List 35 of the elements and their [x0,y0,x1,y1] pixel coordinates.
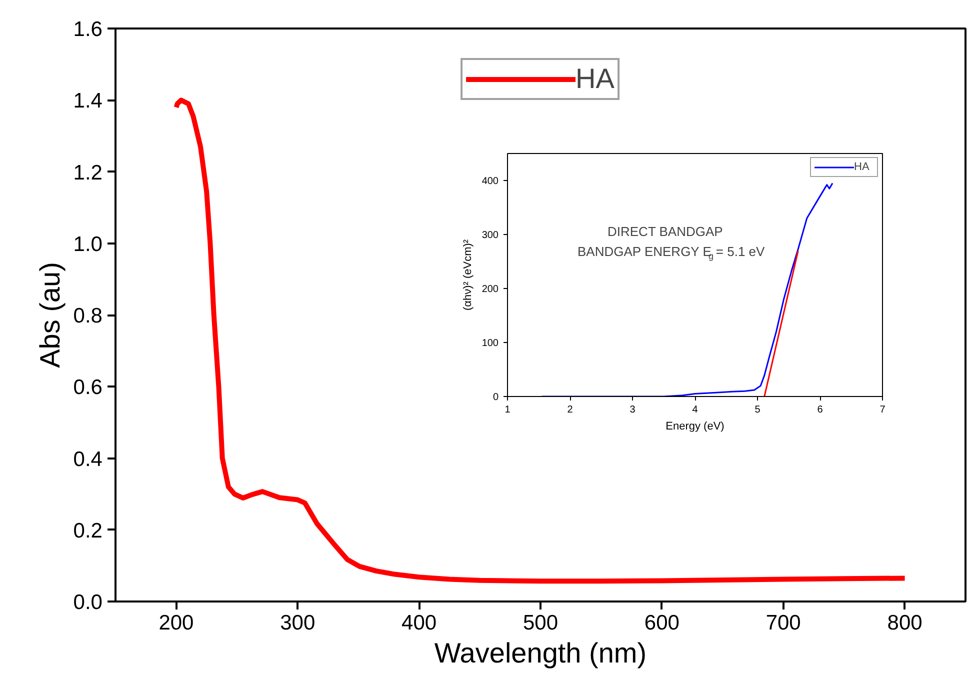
x-tick-label: 400 [402,612,437,634]
y-tick-label: 0.6 [73,376,103,400]
y-axis-title: (αhν)² (eVcm)² [462,239,474,311]
x-axis-title: Wavelength (nm) [434,638,647,668]
x-tick-label: 6 [817,404,824,416]
y-tick-label: 1.2 [73,161,103,184]
x-tick-label: 5 [754,404,761,416]
x-tick-label: 3 [630,404,636,416]
x-tick-label: 600 [644,612,680,634]
x-tick-label: 500 [522,612,558,634]
y-tick-label: 0.0 [73,591,103,614]
x-axis-title: Energy (eV) [666,420,724,432]
y-tick-label: 1.0 [73,232,103,256]
y-tick-label: 1.4 [73,90,103,113]
legend-label: HA [854,161,870,173]
x-tick-label: 700 [766,612,801,634]
y-tick-label: 300 [482,230,499,241]
x-tick-label: 200 [158,612,194,634]
x-tick-label: 4 [692,404,698,416]
y-tick-label: 0.2 [73,519,103,542]
y-tick-label: 400 [482,176,499,187]
y-tick-label: 100 [482,338,499,349]
y-axis-title: Abs (au) [34,262,66,368]
x-tick-label: 1 [504,404,511,416]
x-tick-label: 7 [880,404,886,416]
y-tick-label: 0.8 [73,304,103,328]
x-tick-label: 300 [280,612,316,634]
annotation: DIRECT BANDGAP [608,224,723,239]
y-tick-label: 200 [482,284,499,295]
x-tick-label: 800 [887,612,922,634]
y-tick-label: 1.6 [73,18,103,41]
x-tick-label: 2 [567,404,574,416]
y-tick-label: 0 [492,392,499,403]
legend-label: HA [576,63,614,95]
y-tick-label: 0.4 [73,448,103,471]
